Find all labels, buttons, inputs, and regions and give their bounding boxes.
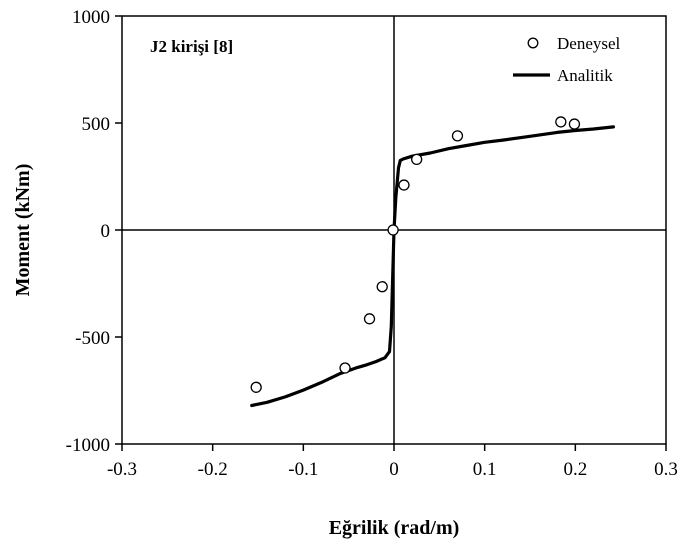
axis-ticks xyxy=(115,15,667,451)
x-tick-labels: -0.3 -0.2 -0.1 0 0.1 0.2 0.3 xyxy=(107,459,678,480)
legend-label-analitik: Analitik xyxy=(557,66,613,85)
deneysel-point xyxy=(568,118,581,130)
deneysel-point xyxy=(555,116,567,128)
chart-annotation: J2 kirişi [8] xyxy=(150,37,233,56)
deneysel-point xyxy=(363,313,376,325)
y-tick-label: -1000 xyxy=(66,435,110,456)
y-axis-title: Moment (kNm) xyxy=(12,164,34,297)
legend-marker-deneysel xyxy=(527,37,539,49)
x-tick-label: -0.3 xyxy=(107,459,137,480)
deneysel-point xyxy=(387,224,399,236)
y-tick-labels: -1000 -500 0 500 1000 xyxy=(66,7,110,456)
deneysel-point xyxy=(376,281,388,293)
x-tick-label: 0.2 xyxy=(563,459,587,480)
legend: Deneysel Analitik xyxy=(513,34,621,85)
deneysel-point xyxy=(339,362,351,374)
x-tick-label: -0.1 xyxy=(288,459,318,480)
deneysel-series-markers xyxy=(250,116,581,393)
x-tick-label: -0.2 xyxy=(198,459,228,480)
deneysel-point xyxy=(250,381,262,393)
x-tick-label: 0 xyxy=(389,459,399,480)
x-axis-title: Eğrilik (rad/m) xyxy=(329,517,460,539)
y-tick-label: 500 xyxy=(82,114,111,135)
y-tick-label: 0 xyxy=(101,221,111,242)
y-tick-label: -500 xyxy=(75,328,110,349)
x-tick-label: 0.3 xyxy=(654,459,678,480)
deneysel-point xyxy=(398,179,410,191)
y-tick-label: 1000 xyxy=(72,7,110,28)
deneysel-point xyxy=(451,130,464,142)
legend-label-deneysel: Deneysel xyxy=(557,34,621,53)
deneysel-point xyxy=(411,153,423,166)
x-tick-label: 0.1 xyxy=(473,459,497,480)
analitik-series-line xyxy=(250,125,615,408)
